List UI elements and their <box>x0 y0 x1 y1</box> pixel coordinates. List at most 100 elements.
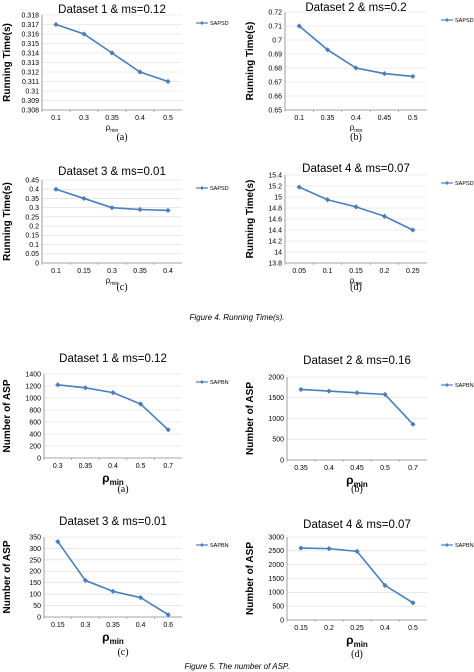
data-point-marker <box>326 546 332 552</box>
x-tick-label: 0.25 <box>406 268 420 275</box>
y-tick-label: 1500 <box>268 576 284 583</box>
data-point-marker <box>82 577 88 584</box>
x-axis-label: ρmin <box>106 276 119 287</box>
y-tick-label: 600 <box>29 419 41 426</box>
x-tick-label: 0.4 <box>163 268 173 275</box>
chart-title: Dataset 3 & ms=0.01 <box>59 516 167 528</box>
y-tick-label: 13.8 <box>268 260 282 267</box>
y-tick-label: 0.67 <box>268 79 282 86</box>
data-point-marker <box>137 206 143 213</box>
data-point-marker <box>53 186 59 192</box>
legend-marker <box>445 383 449 387</box>
x-axis-label: ρmin <box>350 123 363 134</box>
y-tick-label: 50 <box>33 603 41 610</box>
chart-1: 0.308 0.309 0.31 0.311 0.312 0.313 0.314 0.315 0… <box>2 4 229 143</box>
x-tick-label: 0.3 <box>81 622 91 629</box>
chart-6: 0 500 1000 1500 2000 0.35 0.4 0.45 0.5 0.7 ρmin Num… <box>245 355 474 495</box>
data-point-marker <box>354 390 360 396</box>
data-point-marker <box>165 427 171 433</box>
y-tick-label: 3000 <box>268 534 284 541</box>
y-tick-label: 14 <box>274 249 282 256</box>
data-point-marker <box>110 588 116 594</box>
chart-title: Dataset 2 & ms=0.2 <box>305 2 406 14</box>
chart-title: Dataset 3 & ms=0.01 <box>58 166 166 178</box>
data-point-marker <box>138 401 144 407</box>
legend-marker <box>445 18 449 22</box>
y-tick-label: 1000 <box>25 395 41 402</box>
y-axis-label: Number of ASP <box>2 379 13 452</box>
x-axis-label-rho: ρ <box>350 276 355 285</box>
x-tick-label: 0.3 <box>79 115 89 122</box>
x-axis-label-rho: ρ <box>346 633 353 647</box>
data-point-marker <box>53 21 59 28</box>
subfigure-label: (a) <box>117 484 128 495</box>
y-tick-label: 400 <box>29 431 41 438</box>
x-tick-label: 0.35 <box>133 268 147 275</box>
y-tick-label: 0.311 <box>22 79 39 86</box>
data-point-marker <box>410 227 416 233</box>
data-point-marker <box>410 73 416 79</box>
y-tick-label: 0.05 <box>25 251 39 258</box>
x-tick-label: 0.5 <box>163 115 173 122</box>
y-axis-label: Running Time(s) <box>245 22 256 101</box>
series-line <box>57 541 169 616</box>
x-axis-label-rho: ρ <box>106 123 111 132</box>
y-tick-label: 100 <box>29 592 41 599</box>
y-tick-label: 1200 <box>25 383 41 390</box>
y-tick-label: 15 <box>274 194 282 201</box>
y-tick-label: 0.308 <box>21 107 39 114</box>
y-tick-label: 14.2 <box>268 238 282 245</box>
x-tick-label: 0.2 <box>324 625 334 632</box>
x-tick-label: 0.35 <box>294 465 308 472</box>
x-tick-label: 0.4 <box>380 625 390 632</box>
y-tick-label: 2000 <box>268 374 284 381</box>
y-tick-label: 0.309 <box>21 98 39 105</box>
chart-title: Dataset 4 & ms=0.07 <box>302 163 410 175</box>
y-tick-label: 350 <box>29 534 41 541</box>
data-point-marker <box>165 612 171 618</box>
y-tick-label: 0 <box>280 617 284 624</box>
x-tick-label: 0.15 <box>349 268 363 275</box>
data-point-marker <box>110 390 116 396</box>
legend-label: SAPBN <box>455 383 474 389</box>
y-tick-label: 800 <box>29 407 41 414</box>
charts-layer: 0.3080.3090.310.3110.3120.3130.3140.3150… <box>2 2 474 660</box>
y-tick-label: 0.45 <box>25 177 39 184</box>
legend-label: SAPSD <box>455 181 474 187</box>
x-tick-label: 0.35 <box>106 622 120 629</box>
y-tick-label: 0.7 <box>272 37 282 44</box>
chart-title: Dataset 1 & ms=0.12 <box>59 353 167 365</box>
data-point-marker <box>410 421 416 427</box>
x-axis-label: ρmin <box>346 473 368 489</box>
subfigure-label: (b) <box>351 484 363 495</box>
y-tick-label: 0.313 <box>21 60 39 67</box>
x-axis-label-subscript: min <box>110 637 124 646</box>
data-point-marker <box>381 213 387 219</box>
x-tick-label: 0.5 <box>136 463 146 470</box>
y-tick-label: 1000 <box>268 416 284 423</box>
legend-marker <box>200 380 204 384</box>
chart-title: Dataset 1 & ms=0.12 <box>58 4 166 16</box>
y-tick-label: 0.65 <box>268 107 282 114</box>
data-point-marker <box>298 545 304 551</box>
x-tick-label: 0.1 <box>294 115 304 122</box>
y-tick-label: 0.69 <box>268 51 282 58</box>
y-axis-label: Number of ASP <box>245 382 256 455</box>
y-tick-label: 250 <box>29 557 41 564</box>
x-tick-label: 0.1 <box>51 268 61 275</box>
y-tick-label: 0.318 <box>21 12 39 19</box>
data-point-marker <box>137 69 143 75</box>
y-tick-label: 200 <box>29 569 41 576</box>
x-axis-label-subscript: min <box>354 480 368 489</box>
y-axis-label: Running Time(s) <box>2 182 13 261</box>
x-axis-label: ρmin <box>102 630 124 646</box>
y-tick-label: 0.317 <box>21 22 39 29</box>
data-point-marker <box>81 195 87 202</box>
y-tick-label: 0.312 <box>21 69 39 76</box>
x-tick-label: 0.45 <box>378 115 392 122</box>
x-tick-label: 0.6 <box>163 622 173 629</box>
chart-2: 0.65 0.66 0.67 0.68 0.69 0.7 0.71 0.72 0.1 0.35 0.… <box>245 2 474 143</box>
x-tick-label: 0.35 <box>79 463 93 470</box>
y-tick-label: 0.31 <box>25 88 39 95</box>
